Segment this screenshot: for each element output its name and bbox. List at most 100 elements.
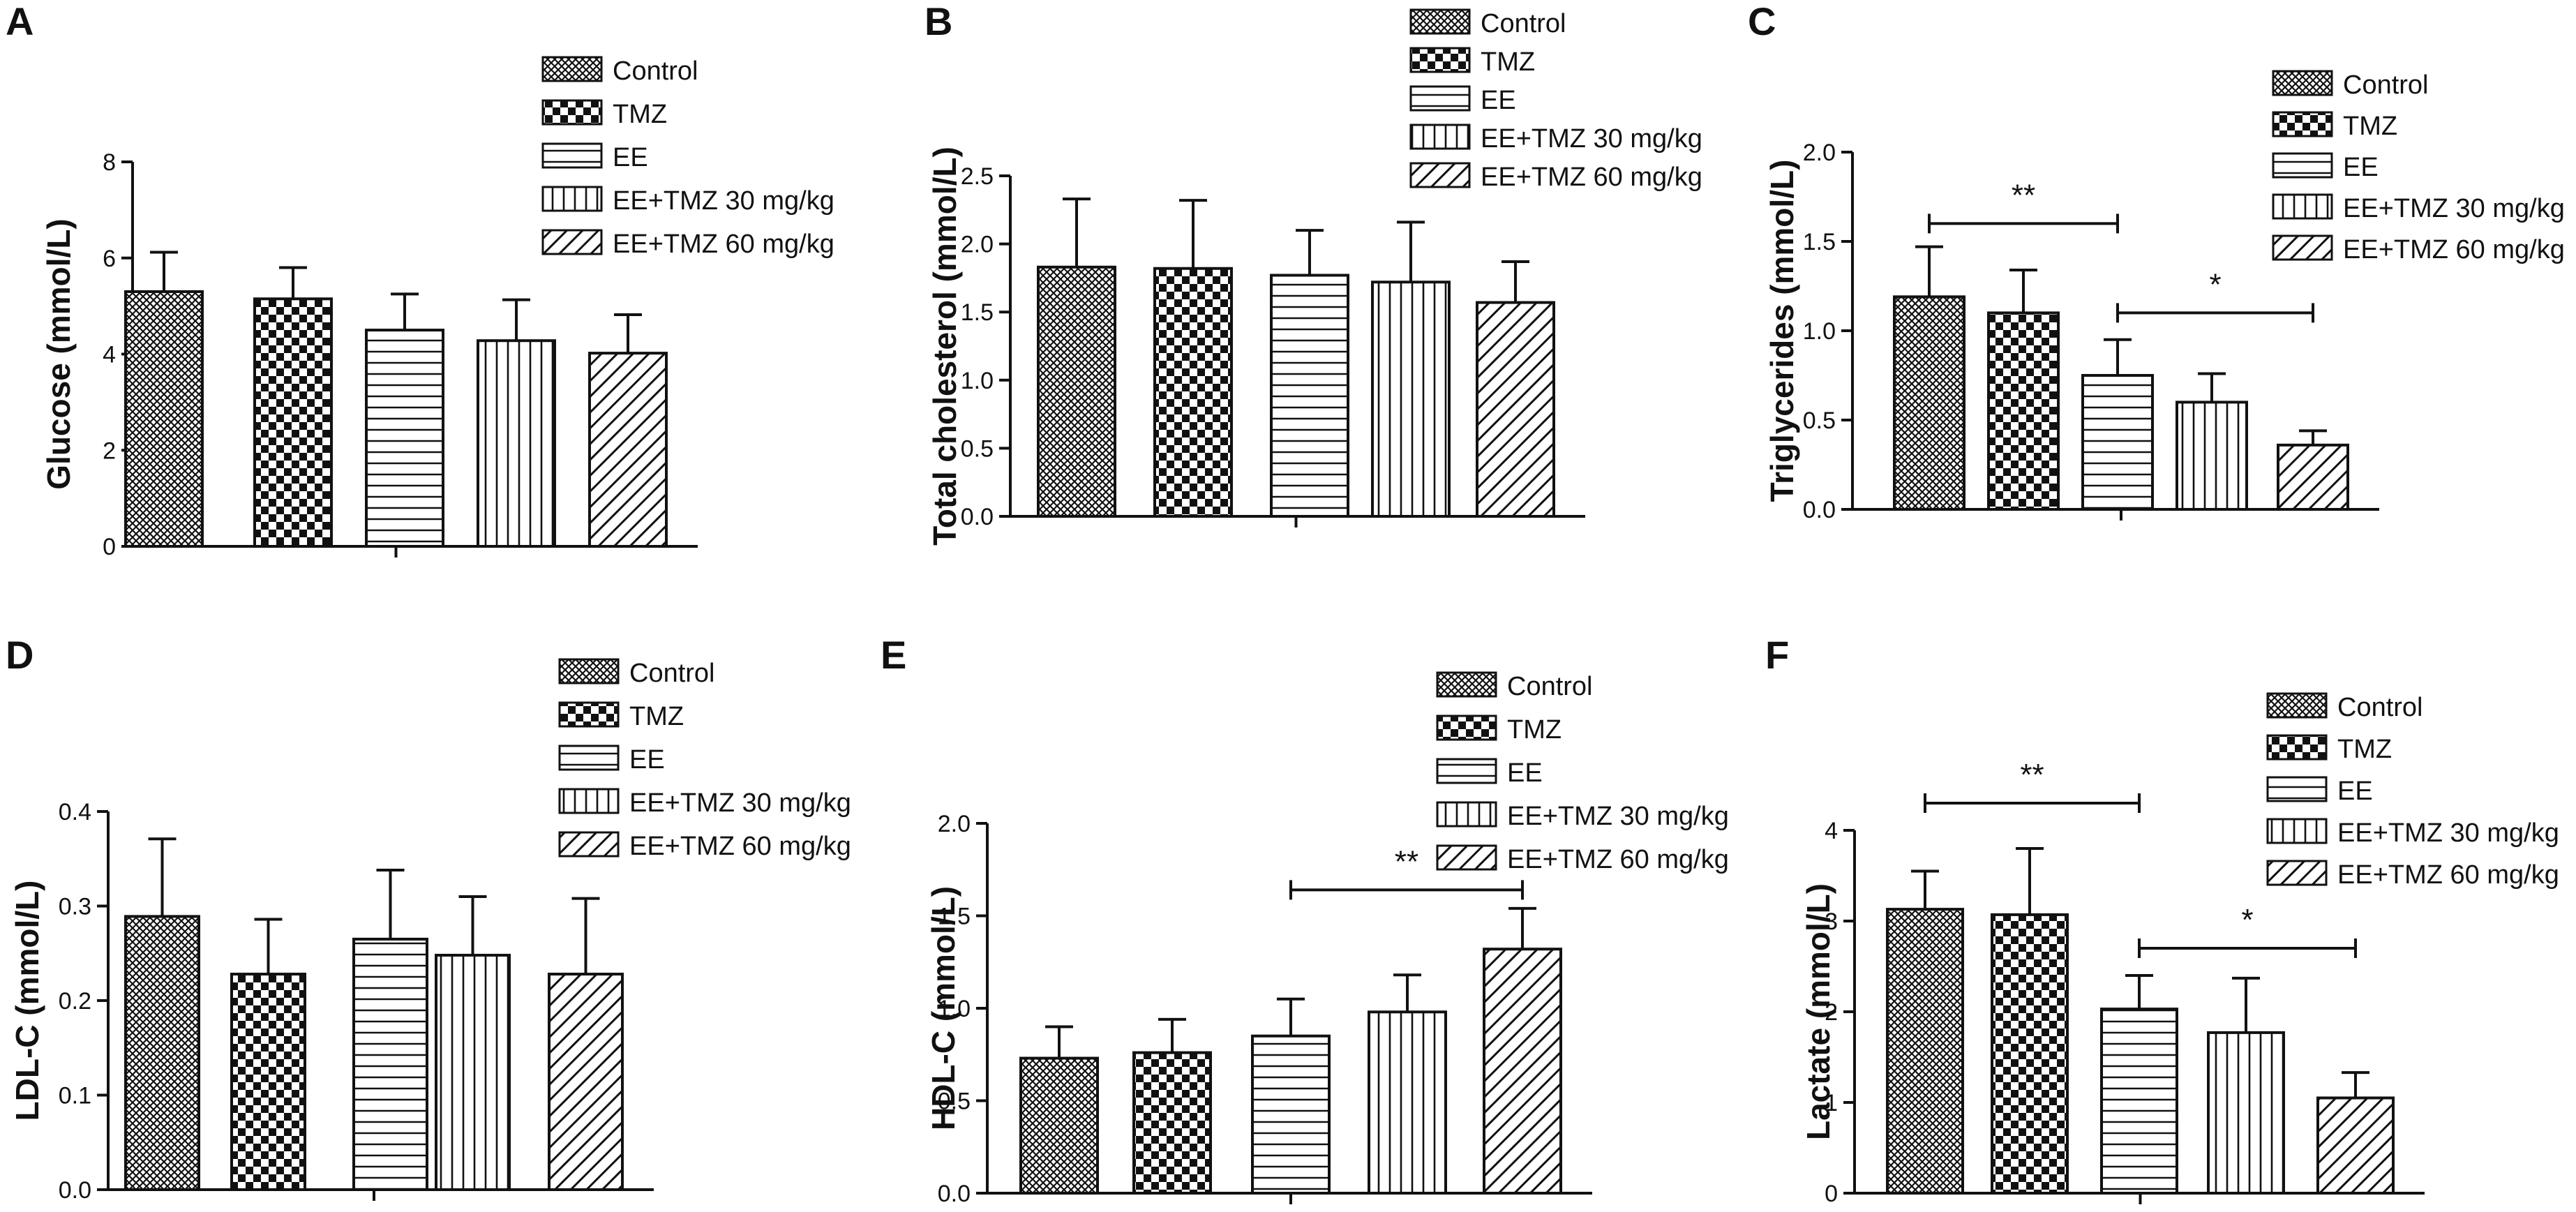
panel-f-bar-ee-tmz-60-mg-kg (2316, 1096, 2395, 1195)
panel-f-y-tick-label-4: 4 (1825, 818, 1838, 844)
panel-c-legend-label-tmz: TMZ (2343, 112, 2397, 141)
panel-b-legend-swatch-tmz (1409, 47, 1471, 73)
panel-e-y-tick-label-2: 1.0 (938, 996, 971, 1022)
panel-e-bar-control (1019, 1056, 1099, 1195)
panel-e-sig-label-0: ** (1395, 844, 1418, 878)
panel-c-sig-label-1: * (2209, 267, 2221, 301)
panel-b-legend-label-tmz: TMZ (1481, 47, 1535, 77)
panel-d-bar-ee-tmz-30-mg-kg (435, 953, 511, 1191)
panel-f-y-tick-label-3: 3 (1825, 908, 1838, 935)
panel-f-legend-label-ee-tmz-30-mg-kg: EE+TMZ 30 mg/kg (2337, 818, 2559, 848)
panel-d-y-tick-label-2: 0.2 (59, 988, 91, 1015)
panel-b-y-axis-label: Total cholesterol (mmol/L) (927, 147, 963, 546)
panel-c-bar-ee-tmz-30-mg-kg (2176, 401, 2248, 511)
panel-c-legend-swatch-ee-tmz-30-mg-kg (2272, 193, 2333, 220)
panel-e-y-tick-label-3: 1.5 (938, 904, 971, 930)
panel-b-legend-label-ee: EE (1481, 86, 1516, 115)
panel-a-bar-tmz (253, 297, 333, 548)
panel-e-y-tick-label-0: 0.0 (938, 1181, 971, 1207)
panel-f-legend-swatch-ee-tmz-60-mg-kg (2266, 860, 2328, 886)
panel-e-legend-swatch-control (1436, 671, 1497, 698)
panel-b-bar-control (1037, 265, 1116, 518)
panel-f-legend-swatch-tmz (2266, 734, 2328, 761)
panel-b-legend-label-control: Control (1481, 9, 1566, 38)
panel-c-sig-label-0: ** (2012, 178, 2035, 212)
panel-b: B Total cholesterol (mmol/L)0.0 0.5 1.0 1.5… (924, 0, 1702, 546)
panel-b-y-tick-label-0: 0.0 (961, 504, 994, 530)
panel-f-y-axis-label: Lactate (mmol/L) (1800, 883, 1836, 1140)
panel-b-bar-ee-tmz-60-mg-kg (1476, 301, 1555, 518)
panel-e-bar-tmz (1132, 1051, 1212, 1195)
panel-e-legend-label-ee-tmz-30-mg-kg: EE+TMZ 30 mg/kg (1507, 802, 1729, 831)
panel-b-legend-swatch-ee (1409, 85, 1471, 112)
panel-b-y-tick-label-5: 2.5 (961, 163, 994, 190)
panel-f-bar-ee-tmz-30-mg-kg (2207, 1031, 2285, 1195)
panel-b-legend-label-ee-tmz-60-mg-kg: EE+TMZ 60 mg/kg (1481, 163, 1702, 192)
panel-e-y-tick-label-1: 0.5 (938, 1088, 971, 1115)
panel-a-bar-control (124, 290, 204, 548)
panel-d-y-tick-label-3: 0.3 (59, 894, 91, 920)
panel-d-legend-swatch-ee-tmz-30-mg-kg (558, 788, 620, 814)
panel-a-bar-ee-tmz-60-mg-kg (588, 352, 668, 548)
panel-f-legend-label-ee-tmz-60-mg-kg: EE+TMZ 60 mg/kg (2337, 860, 2559, 890)
panel-e-legend-label-tmz: TMZ (1507, 715, 1562, 745)
panel-a-y-tick-label-3: 6 (103, 246, 116, 272)
panel-c-legend-label-ee-tmz-30-mg-kg: EE+TMZ 30 mg/kg (2343, 194, 2565, 223)
panel-d-bar-tmz (230, 973, 306, 1192)
panel-f-sig-label-0: ** (2020, 758, 2044, 792)
panel-c-y-tick-label-4: 2.0 (1803, 140, 1836, 166)
panel-e-bar-ee-tmz-30-mg-kg (1368, 1010, 1447, 1195)
panel-c-legend-swatch-control (2272, 70, 2333, 96)
panel-a-legend-label-control: Control (613, 57, 698, 86)
panel-f-bar-tmz (1991, 913, 2069, 1195)
panel-d-bar-ee (352, 937, 428, 1192)
panel-c-bar-tmz (1987, 311, 2060, 511)
panel-f-legend-swatch-ee-tmz-30-mg-kg (2266, 818, 2328, 844)
panel-a-y-tick-label-4: 8 (103, 149, 116, 176)
panel-f-legend-label-ee: EE (2337, 777, 2373, 806)
panel-e-legend-label-ee-tmz-60-mg-kg: EE+TMZ 60 mg/kg (1507, 845, 1729, 874)
panel-c-y-axis-label: Triglycerides (mmol/L) (1764, 160, 1800, 502)
panel-a-y-tick-label-2: 4 (103, 342, 116, 368)
panel-b-y-tick-label-1: 0.5 (961, 435, 994, 462)
panel-e-legend-swatch-ee-tmz-30-mg-kg (1436, 801, 1497, 828)
panel-a-legend-label-ee-tmz-30-mg-kg: EE+TMZ 30 mg/kg (613, 186, 834, 216)
panel-d-legend-label-ee: EE (629, 745, 665, 775)
panel-d-letter: D (6, 633, 33, 677)
panel-d-legend-swatch-tmz (558, 701, 620, 728)
panel-f-bar-control (1886, 908, 1964, 1195)
panel-a-letter: A (6, 0, 33, 43)
panel-f-y-tick-label-0: 0 (1825, 1181, 1838, 1207)
panel-f-sig-label-1: * (2241, 903, 2253, 937)
panel-e-legend-label-ee: EE (1507, 758, 1543, 788)
panel-e-y-tick-label-4: 2.0 (938, 811, 971, 837)
panel-c-y-tick-label-0: 0.0 (1803, 497, 1836, 523)
panel-e-legend-label-control: Control (1507, 672, 1593, 701)
panel-e: E HDL-C (mmol/L) 0.0 0.5 1.0 1.5 2.0 ** Control… (881, 633, 1729, 1207)
panel-f-letter: F (1765, 633, 1789, 677)
panel-e-legend-swatch-ee (1436, 758, 1497, 784)
panel-b-legend-label-ee-tmz-30-mg-kg: EE+TMZ 30 mg/kg (1481, 124, 1702, 154)
panel-f-legend-swatch-control (2266, 692, 2328, 719)
panel-f-legend-swatch-ee (2266, 776, 2328, 802)
panel-e-bar-ee-tmz-60-mg-kg (1483, 948, 1562, 1195)
panel-f-legend-label-tmz: TMZ (2337, 735, 2392, 764)
panel-e-legend-swatch-ee-tmz-60-mg-kg (1436, 844, 1497, 871)
panel-d-y-axis-label: LDL-C (mmol/L) (9, 881, 45, 1121)
panel-a-y-axis-label: Glucose (mmol/L) (40, 218, 77, 489)
panel-b-bar-ee (1270, 274, 1349, 518)
panel-a: A Glucose (mmol/L) 0 2 4 6 8 Control TMZ EE EE+TM… (6, 0, 834, 560)
panel-a-legend-swatch-ee-tmz-30-mg-kg (541, 186, 603, 212)
panel-a-y-tick-label-0: 0 (103, 534, 116, 560)
panel-d-y-tick-label-4: 0.4 (59, 799, 91, 825)
panel-d-legend-label-control: Control (629, 659, 715, 688)
panel-c: C Triglycerides (mmol/L)0.0 0.5 1.0 1.5 2.0 *… (1748, 0, 2565, 523)
panel-c-y-tick-label-1: 0.5 (1803, 407, 1836, 434)
panel-e-bar-ee (1251, 1034, 1331, 1195)
panel-c-y-tick-label-2: 1.0 (1803, 318, 1836, 345)
panel-d: D LDL-C (mmol/L) 0.0 0.1 0.2 0.3 0.4 Control TM… (6, 633, 851, 1204)
panel-a-bar-ee (365, 329, 444, 548)
panel-a-legend-label-tmz: TMZ (613, 100, 667, 129)
panel-d-legend-swatch-ee-tmz-60-mg-kg (558, 831, 620, 858)
